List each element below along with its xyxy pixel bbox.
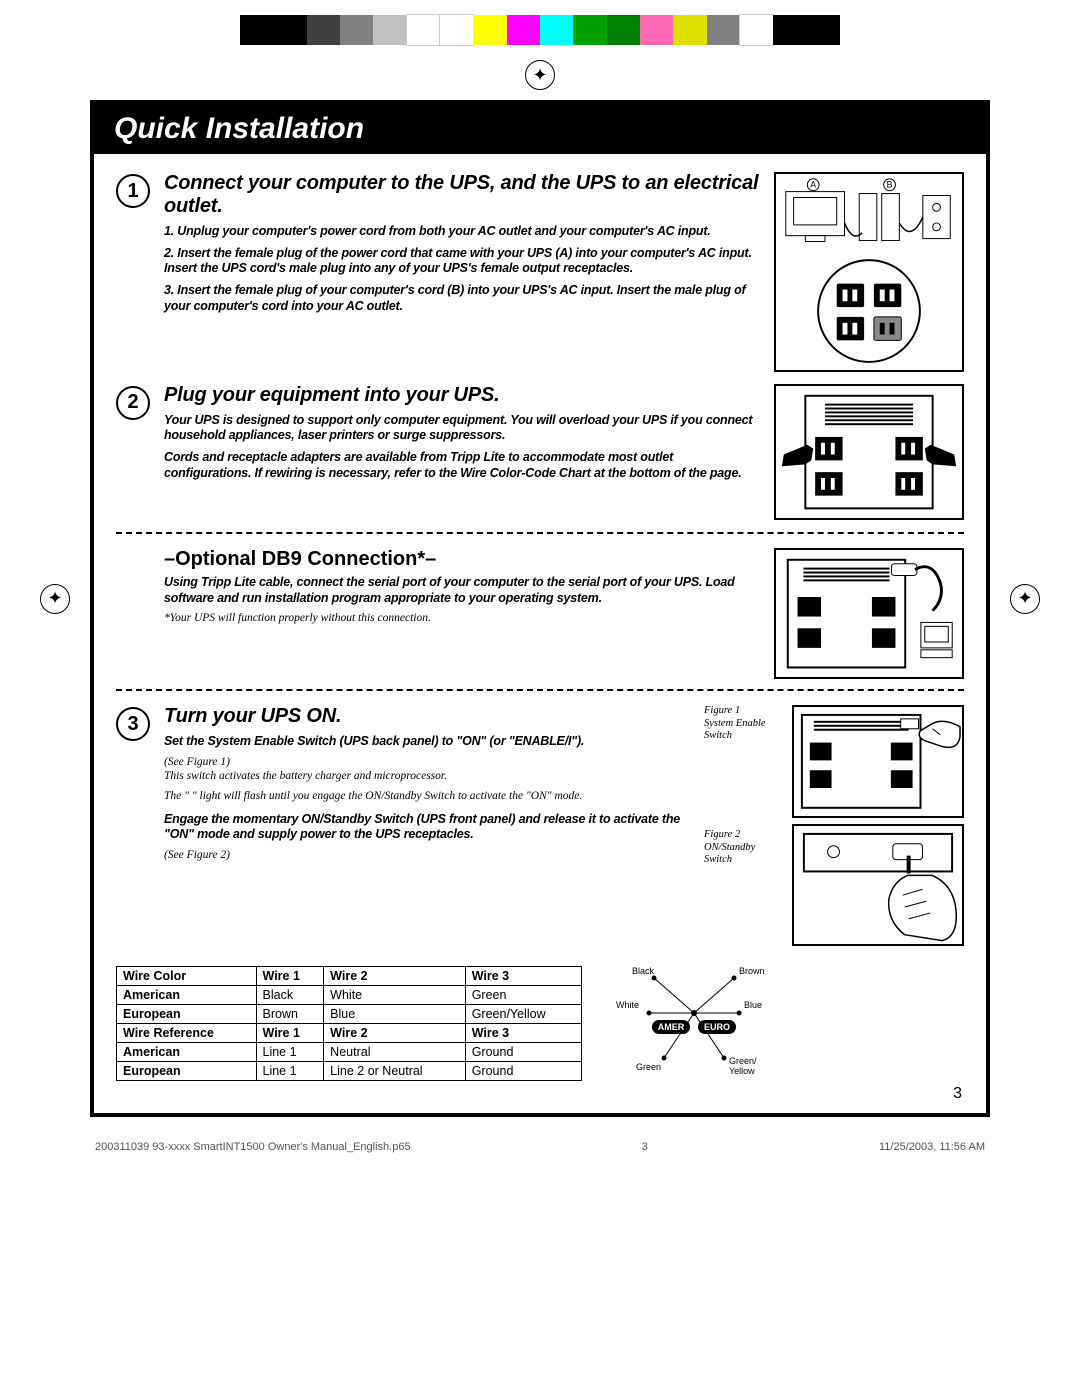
step3-note2: (See Figure 2): [164, 849, 690, 861]
svg-text:Yellow: Yellow: [729, 1066, 755, 1076]
step1-figure: A B: [774, 172, 964, 372]
table-row: EuropeanLine 1Line 2 or NeutralGround: [117, 1062, 582, 1081]
svg-text:B: B: [887, 180, 893, 190]
table-row: Wire ColorWire 1Wire 2Wire 3: [117, 967, 582, 986]
table-row: AmericanLine 1NeutralGround: [117, 1043, 582, 1062]
svg-text:Blue: Blue: [744, 1000, 762, 1010]
step3-figure-2: [792, 824, 964, 947]
registration-mark-left: ✦: [40, 584, 70, 614]
footer: 200311039 93-xxxx SmartINT1500 Owner's M…: [0, 1137, 1080, 1173]
db9-figure: [774, 548, 964, 679]
step-number-1: 1: [116, 174, 150, 208]
db9-heading: –Optional DB9 Connection*–: [164, 548, 760, 571]
wire-table: Wire ColorWire 1Wire 2Wire 3 AmericanBla…: [116, 966, 582, 1081]
step3-figure-1: [792, 705, 964, 818]
fig2-label-a: Figure 2: [704, 829, 784, 842]
footer-mid: 3: [642, 1141, 648, 1153]
printer-color-bar: [0, 0, 1080, 60]
step3-heading: Turn your UPS ON.: [164, 705, 690, 728]
fig1-label-a: Figure 1: [704, 705, 784, 718]
table-row: AmericanBlackWhiteGreen: [117, 986, 582, 1005]
step1-p3: 3. Insert the female plug of your comput…: [164, 283, 760, 314]
step-number-2: 2: [116, 386, 150, 420]
db9-section: –Optional DB9 Connection*– Using Tripp L…: [116, 548, 964, 679]
title-bar: Quick Installation: [94, 104, 986, 154]
step3-p1: Set the System Enable Switch (UPS back p…: [164, 734, 690, 750]
svg-text:White: White: [616, 1000, 639, 1010]
divider-dashed-1: [116, 532, 964, 534]
fig2-label-b: ON/Standby Switch: [704, 842, 784, 867]
registration-mark-right: ✦: [1010, 584, 1040, 614]
step3-note1b: This switch activates the battery charge…: [164, 770, 690, 782]
step-3: 3 Turn your UPS ON. Set the System Enabl…: [116, 705, 964, 946]
wire-diagram: Black Brown White Blue Green Green/ Yell…: [594, 958, 794, 1081]
step-1: 1 Connect your computer to the UPS, and …: [116, 172, 964, 372]
step3-note1a: (See Figure 1): [164, 756, 690, 768]
page-border: Quick Installation 1 Connect your comput…: [90, 100, 990, 1117]
step-2: 2 Plug your equipment into your UPS. You…: [116, 384, 964, 520]
table-row: Wire ReferenceWire 1Wire 2Wire 3: [117, 1024, 582, 1043]
svg-text:EURO: EURO: [704, 1022, 730, 1032]
step1-heading: Connect your computer to the UPS, and th…: [164, 172, 760, 218]
step1-p1: 1. Unplug your computer's power cord fro…: [164, 224, 760, 240]
svg-text:Green: Green: [636, 1062, 661, 1072]
db9-p1: Using Tripp Lite cable, connect the seri…: [164, 575, 760, 606]
step2-p2: Cords and receptacle adapters are availa…: [164, 450, 760, 481]
svg-text:Black: Black: [632, 966, 655, 976]
step3-note1c: The " " light will flash until you engag…: [164, 790, 690, 802]
db9-note: *Your UPS will function properly without…: [164, 612, 760, 624]
step2-heading: Plug your equipment into your UPS.: [164, 384, 760, 407]
table-row: EuropeanBrownBlueGreen/Yellow: [117, 1005, 582, 1024]
svg-text:Brown: Brown: [739, 966, 765, 976]
page-number: 3: [116, 1085, 964, 1103]
wire-section: Wire ColorWire 1Wire 2Wire 3 AmericanBla…: [116, 958, 964, 1081]
divider-dashed-2: [116, 689, 964, 691]
step1-p2: 2. Insert the female plug of the power c…: [164, 246, 760, 277]
step-number-3: 3: [116, 707, 150, 741]
fig1-label-b: System Enable Switch: [704, 718, 784, 743]
step3-p2: Engage the momentary ON/Standby Switch (…: [164, 812, 690, 843]
svg-text:AMER: AMER: [658, 1022, 685, 1032]
step2-p1: Your UPS is designed to support only com…: [164, 413, 760, 444]
svg-text:Green/: Green/: [729, 1056, 757, 1066]
step2-figure: [774, 384, 964, 520]
svg-text:A: A: [810, 180, 816, 190]
footer-right: 11/25/2003, 11:56 AM: [879, 1141, 985, 1153]
footer-left: 200311039 93-xxxx SmartINT1500 Owner's M…: [95, 1141, 411, 1153]
